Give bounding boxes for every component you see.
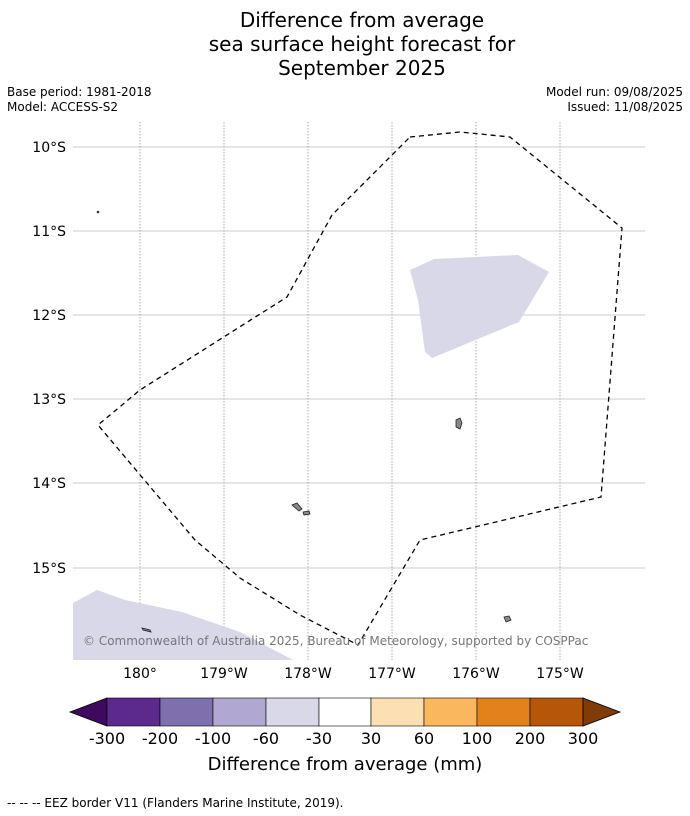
colorbar-tick-6: 30: [361, 729, 381, 748]
eez-border: [97, 131, 623, 646]
lat-label-14s: 14°S: [32, 476, 66, 492]
colorbar-tick-5: -30: [306, 729, 332, 748]
issued-text: Issued: 11/08/2025: [567, 100, 683, 114]
colorbar-tick-10: 300: [568, 729, 599, 748]
colorbar: -300 -200 -100 -60 -30 30 60 100 200 300…: [68, 697, 622, 775]
lat-label-15s: 15°S: [32, 561, 66, 577]
lon-axis-labels: 180° 179°W 178°W 177°W 176°W 175°W: [123, 666, 584, 682]
lat-label-10s: 10°S: [32, 140, 66, 156]
lat-axis-labels: 10°S 11°S 12°S 13°S 14°S 15°S: [32, 140, 66, 577]
title-line-3: September 2025: [278, 56, 446, 80]
island-dot-northwest: [96, 210, 100, 214]
colorbar-tick-4: -60: [253, 729, 279, 748]
title-line-2: sea surface height forecast for: [208, 32, 516, 56]
meta-left: Base period: 1981-2018 Model: ACCESS-S2: [7, 85, 152, 115]
colorbar-bin-9: [529, 697, 584, 727]
colorbar-label: Difference from average (mm): [208, 754, 483, 775]
colorbar-tick-2: -200: [142, 729, 178, 748]
island-small-southwest: [141, 627, 152, 633]
copyright-text: © Commonwealth of Australia 2025, Bureau…: [83, 634, 588, 648]
colorbar-bin-3: [212, 697, 267, 727]
colorbar-tick-8: 100: [462, 729, 493, 748]
colorbar-tick-3: -100: [195, 729, 231, 748]
lat-label-11s: 11°S: [32, 224, 66, 240]
base-period-text: Base period: 1981-2018: [7, 85, 152, 99]
colorbar-extend-low: [68, 697, 108, 727]
island-alofi: [302, 510, 311, 516]
lon-label-180: 180°: [123, 666, 157, 682]
lat-label-13s: 13°S: [32, 392, 66, 408]
colorbar-bin-6: [370, 697, 425, 727]
map-panel: © Commonwealth of Australia 2025, Bureau…: [73, 122, 645, 660]
lat-label-12s: 12°S: [32, 308, 66, 324]
colorbar-tick-9: 200: [515, 729, 546, 748]
colorbar-extend-high: [582, 697, 622, 727]
colorbar-bin-7: [423, 697, 478, 727]
colorbar-bin-2: [159, 697, 214, 727]
lon-gridlines: [139, 122, 561, 660]
colorbar-tick-7: 60: [414, 729, 434, 748]
lon-label-179w: 179°W: [200, 666, 248, 682]
island-futuna: [291, 502, 303, 512]
lat-gridlines: [73, 146, 645, 569]
eez-legend-footer: -- -- -- EEZ border V11 (Flanders Marine…: [7, 796, 344, 810]
island-wallis: [455, 417, 463, 430]
lon-label-175w: 175°W: [536, 666, 584, 682]
anomaly-patch-northeast: [410, 255, 549, 358]
land-islands: [96, 210, 512, 633]
lon-label-177w: 177°W: [368, 666, 416, 682]
colorbar-bin-8: [476, 697, 531, 727]
lon-label-176w: 176°W: [452, 666, 500, 682]
colorbar-bin-1: [106, 697, 161, 727]
island-small-east: [503, 615, 512, 623]
colorbar-bin-4: [265, 697, 320, 727]
title-line-1: Difference from average: [239, 8, 485, 32]
meta-right: Model run: 09/08/2025 Issued: 11/08/2025: [546, 85, 683, 115]
colorbar-bin-5: [318, 697, 372, 727]
lon-label-178w: 178°W: [284, 666, 332, 682]
colorbar-tick-1: -300: [89, 729, 125, 748]
model-run-text: Model run: 09/08/2025: [545, 85, 683, 99]
anomaly-patch-southwest: [73, 590, 293, 660]
model-text: Model: ACCESS-S2: [7, 100, 119, 114]
map-title: Difference from average sea surface heig…: [0, 8, 690, 80]
